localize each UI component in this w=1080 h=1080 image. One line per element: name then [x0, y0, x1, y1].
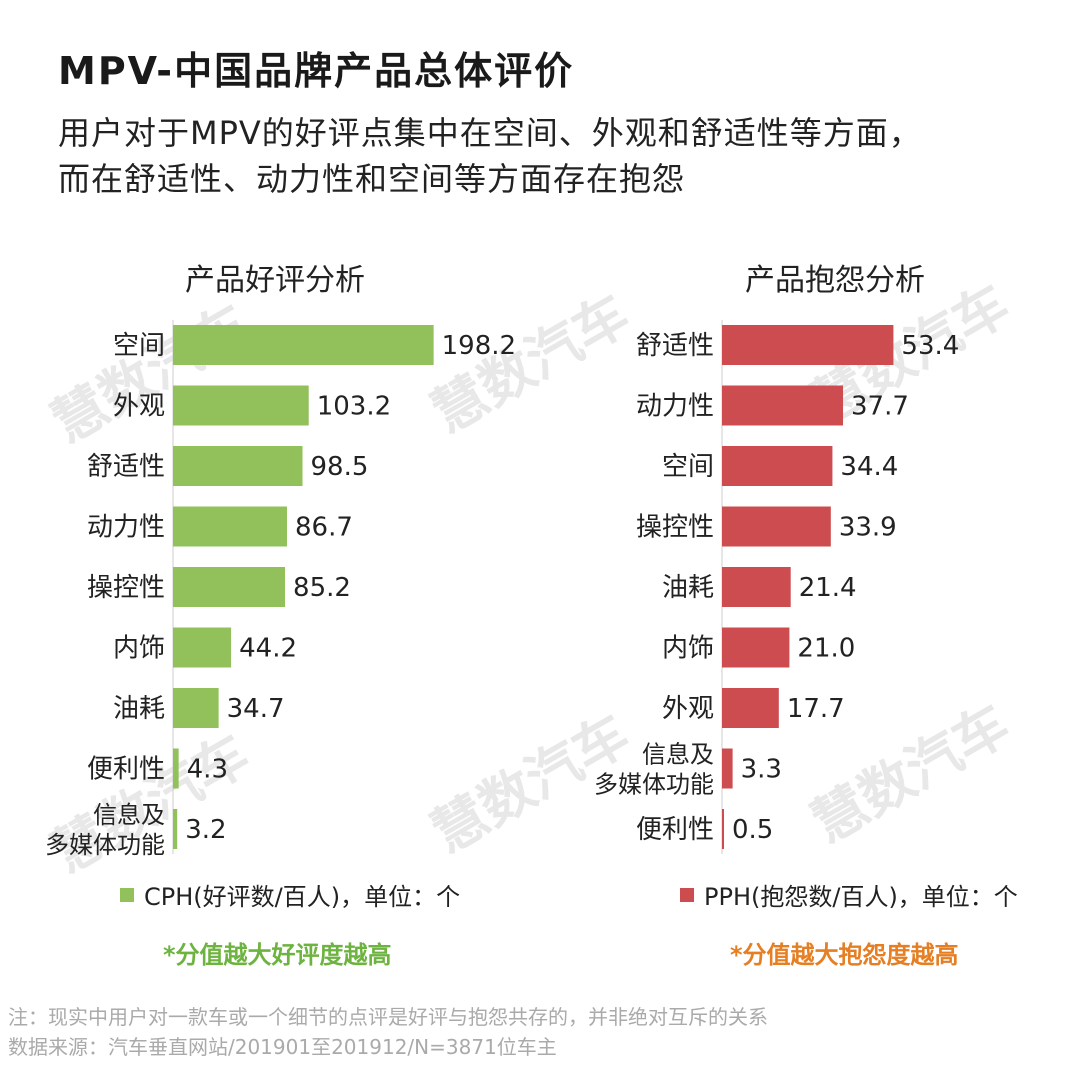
positive-legend: CPH(好评数/百人)，单位：个 — [120, 877, 460, 912]
complaint-bar — [722, 325, 894, 365]
complaint-bar — [722, 627, 790, 668]
positive-chart-title: 产品好评分析 — [185, 263, 365, 298]
positive-value-label: 34.7 — [227, 694, 285, 724]
complaint-category-label: 信息及 — [642, 741, 714, 769]
complaint-category-label: 舒适性 — [636, 331, 714, 361]
positive-bar — [173, 809, 178, 849]
complaint-bar — [722, 688, 779, 728]
subtitle-line-1: 用户对于MPV的好评点集中在空间、外观和舒适性等方面， — [58, 114, 922, 152]
complaint-bar — [722, 809, 724, 849]
positive-category-label: 空间 — [113, 331, 165, 361]
complaint-category-label: 操控性 — [636, 513, 714, 543]
page-title: MPV-中国品牌产品总体评价 — [58, 49, 575, 93]
subtitle-line-2: 而在舒适性、动力性和空间等方面存在抱怨 — [58, 160, 686, 198]
footnote: 注：现实中用户对一款车或一个细节的点评是好评与抱怨共存的，并非绝对互斥的关系 数… — [8, 1002, 768, 1062]
positive-category-label: 便利性 — [87, 755, 165, 785]
complaint-value-label: 53.4 — [901, 331, 959, 361]
positive-value-label: 103.2 — [317, 392, 391, 422]
positive-legend-swatch — [120, 887, 134, 902]
positive-category-label: 多媒体功能 — [45, 831, 165, 859]
positive-category-label: 内饰 — [113, 634, 165, 664]
positive-bar — [173, 748, 179, 789]
positive-note: *分值越大好评度越高 — [163, 941, 392, 969]
complaint-value-label: 34.4 — [840, 452, 898, 482]
positive-value-label: 86.7 — [295, 513, 353, 543]
complaint-legend: PPH(抱怨数/百人)，单位：个 — [680, 877, 1018, 912]
complaint-value-label: 21.4 — [799, 573, 857, 603]
subtitle: 用户对于MPV的好评点集中在空间、外观和舒适性等方面， 而在舒适性、动力性和空间… — [58, 110, 1058, 202]
positive-bar — [173, 688, 219, 728]
positive-bar — [173, 627, 232, 668]
positive-bar — [173, 446, 303, 486]
positive-bar — [173, 385, 309, 426]
complaint-bar — [722, 567, 791, 607]
positive-bar — [173, 567, 286, 607]
bar-charts: 198.2 空间 103.2 外观 98.5 舒适性 86.7 动力性 85.2 操控性 44.2 内… — [45, 320, 959, 859]
complaint-value-label: 21.0 — [797, 634, 855, 664]
positive-category-label: 外观 — [113, 392, 165, 422]
complaint-note: *分值越大抱怨度越高 — [730, 941, 959, 969]
complaint-bar — [722, 385, 844, 426]
footnote-line-2: 数据来源：汽车垂直网站/201901至201912/N=3871位车主 — [8, 1035, 557, 1059]
positive-category-label: 动力性 — [87, 513, 165, 543]
positive-value-label: 85.2 — [293, 573, 351, 603]
complaint-legend-label: PPH(抱怨数/百人)，单位：个 — [704, 883, 1018, 911]
complaint-value-label: 33.9 — [839, 513, 897, 543]
complaint-category-label: 动力性 — [636, 392, 714, 422]
positive-bar — [173, 325, 434, 365]
complaint-category-label: 多媒体功能 — [594, 771, 714, 799]
complaint-value-label: 0.5 — [732, 815, 773, 845]
complaint-value-label: 37.7 — [851, 392, 909, 422]
complaint-bar — [722, 748, 733, 789]
complaint-bar — [722, 506, 831, 547]
complaint-legend-swatch — [680, 887, 694, 902]
positive-value-label: 98.5 — [311, 452, 369, 482]
positive-category-label: 舒适性 — [87, 452, 165, 482]
complaint-category-label: 内饰 — [662, 634, 714, 664]
complaint-chart-title: 产品抱怨分析 — [745, 263, 925, 298]
positive-value-label: 44.2 — [239, 634, 297, 664]
positive-value-label: 4.3 — [187, 755, 228, 785]
footnote-line-1: 注：现实中用户对一款车或一个细节的点评是好评与抱怨共存的，并非绝对互斥的关系 — [8, 1005, 768, 1029]
positive-bar — [173, 506, 288, 547]
positive-legend-label: CPH(好评数/百人)，单位：个 — [144, 883, 461, 911]
positive-value-label: 3.2 — [185, 815, 226, 845]
complaint-category-label: 便利性 — [636, 815, 714, 845]
positive-category-label: 信息及 — [93, 801, 165, 829]
complaint-category-label: 油耗 — [662, 573, 714, 603]
positive-value-label: 198.2 — [442, 331, 516, 361]
complaint-value-label: 3.3 — [741, 755, 782, 785]
positive-category-label: 油耗 — [113, 694, 165, 724]
complaint-category-label: 空间 — [662, 452, 714, 482]
complaint-value-label: 17.7 — [787, 694, 845, 724]
complaint-category-label: 外观 — [662, 694, 714, 724]
positive-category-label: 操控性 — [87, 573, 165, 603]
complaint-bar — [722, 446, 833, 486]
